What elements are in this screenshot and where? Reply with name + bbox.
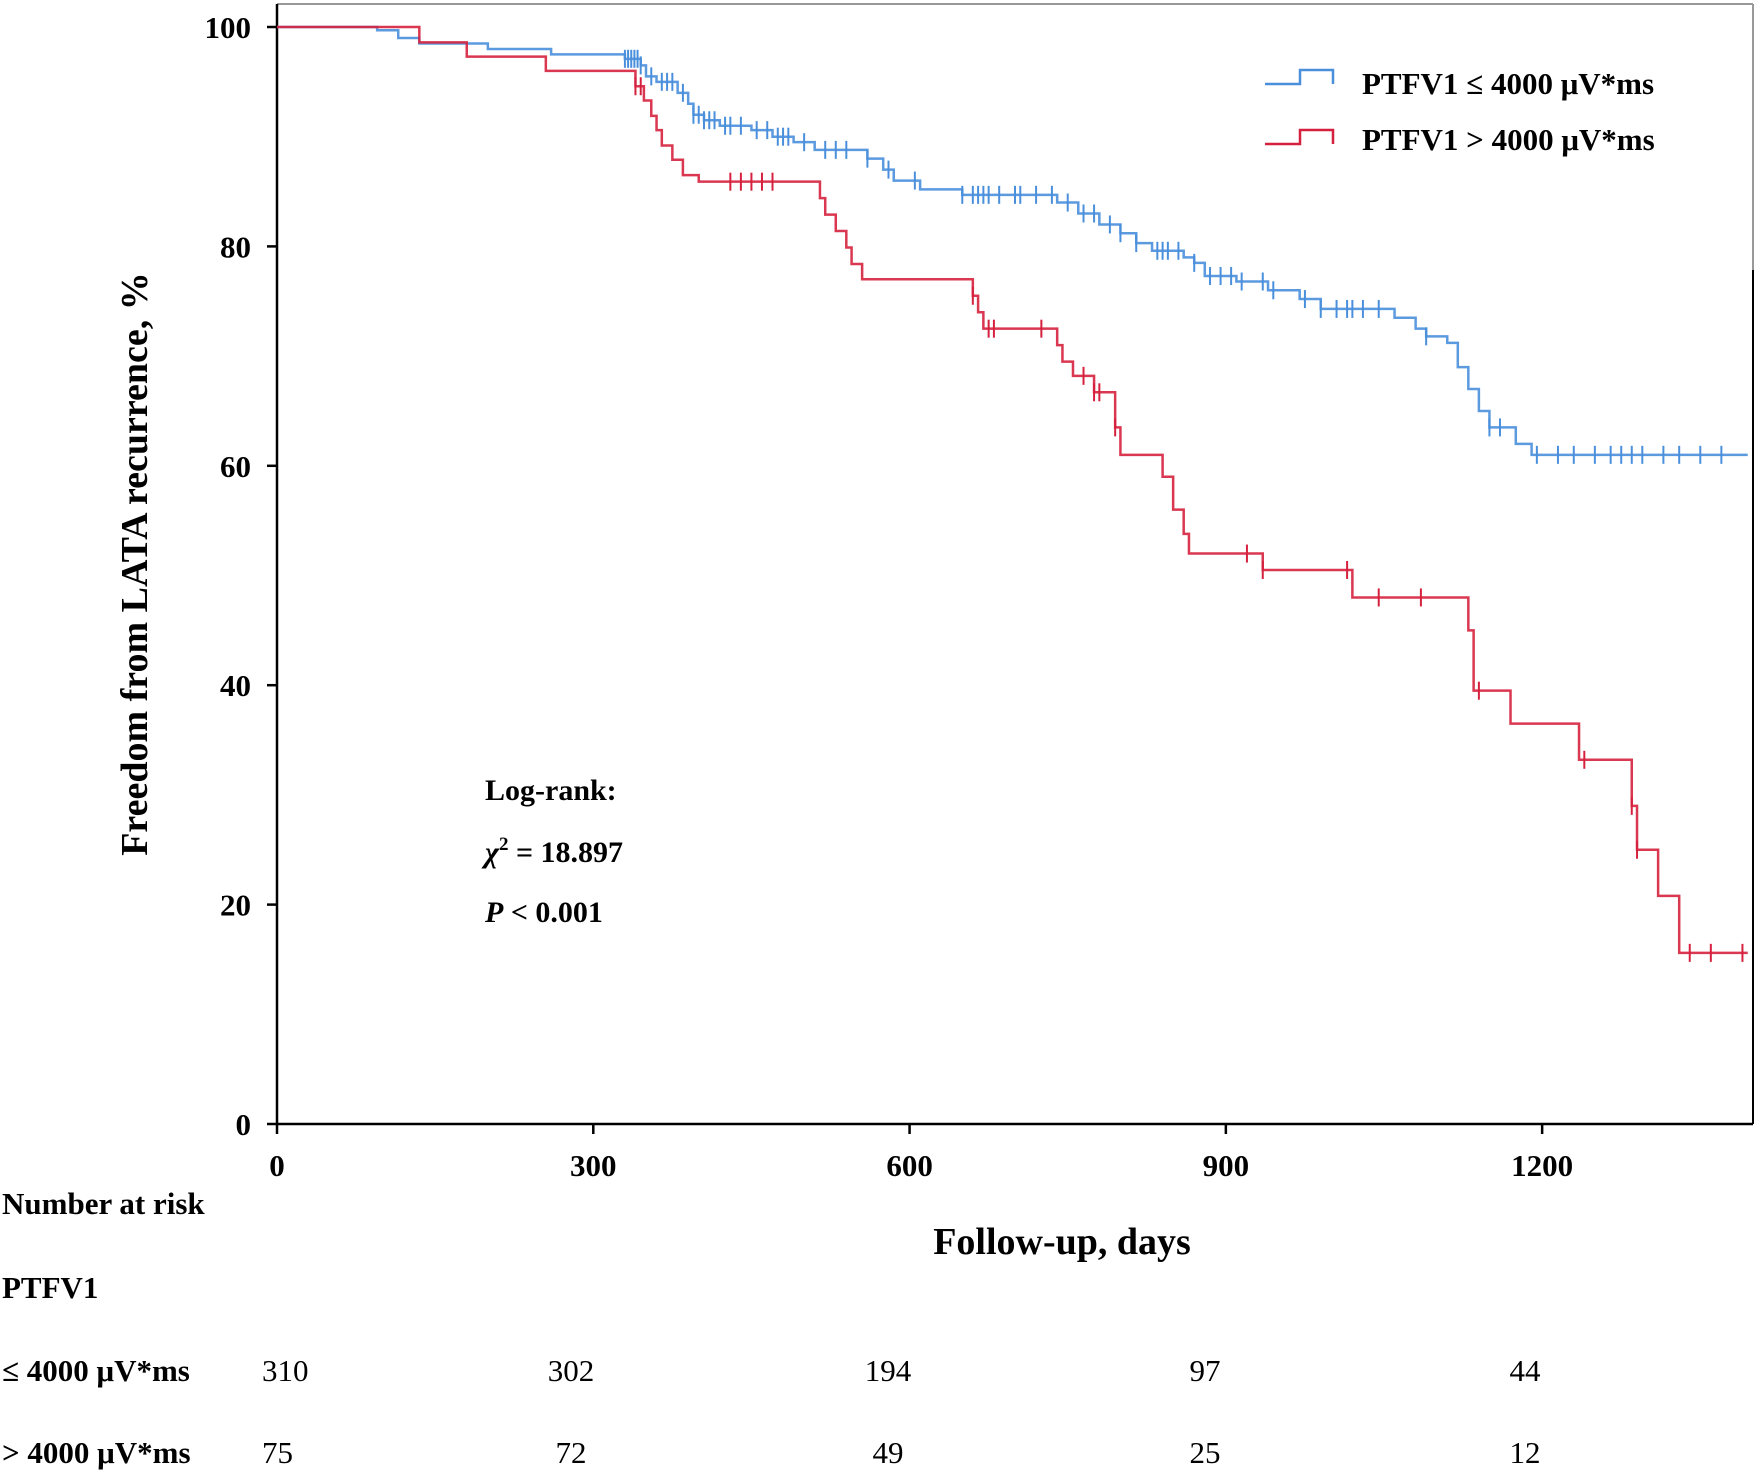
risk-value: 44 [1510,1353,1542,1388]
x-axis-title: Follow-up, days [933,1221,1191,1263]
plot-frame [275,3,1754,1126]
legend-swatch-low [1265,68,1335,86]
risk-row-label-high: > 4000 μV*ms [2,1435,191,1470]
y-axis-ticks: 0 20 40 60 80 100 [205,10,277,1142]
p-symbol: P [484,896,504,929]
risk-value: 49 [873,1435,904,1470]
risk-value: 12 [1510,1435,1541,1470]
p-value: P < 0.001 [484,896,603,929]
risk-value: 72 [556,1435,587,1470]
survival-curves [277,25,1748,962]
y-tick-label: 60 [220,449,251,484]
risk-value: 75 [262,1435,293,1470]
x-tick-label: 300 [570,1148,617,1183]
x-axis-ticks: 0 300 600 900 1200 [269,1124,1573,1183]
chi-square-value: χ2 = 18.897 [481,834,623,869]
survival-curve-high [277,25,1748,955]
logrank-label: Log-rank: [485,774,617,807]
legend: PTFV1 ≤ 4000 μV*ms PTFV1 > 4000 μV*ms [1265,66,1655,157]
logrank-annotation: Log-rank: χ2 = 18.897 P < 0.001 [481,774,623,929]
chi-superscript: 2 [499,834,509,855]
y-axis-title: Freedom from LATA recurrence, % [114,272,156,856]
risk-value: 25 [1190,1435,1221,1470]
y-tick-label: 100 [205,10,252,45]
y-tick-label: 40 [220,668,251,703]
risk-value: 97 [1190,1353,1221,1388]
risk-table-group-label: PTFV1 [2,1270,98,1305]
risk-value: 310 [262,1353,309,1388]
risk-row-label-low: ≤ 4000 μV*ms [2,1353,190,1388]
risk-value: 194 [865,1353,912,1388]
y-tick-label: 20 [220,888,251,923]
x-tick-label: 1200 [1511,1148,1573,1183]
p-rest: < 0.001 [503,896,603,929]
legend-label-low: PTFV1 ≤ 4000 μV*ms [1362,66,1654,101]
legend-swatch-high [1265,128,1335,146]
y-tick-label: 0 [236,1107,252,1142]
risk-table: Number at risk PTFV1 ≤ 4000 μV*ms > 4000… [2,1186,1541,1470]
chi-symbol: χ [481,836,500,869]
chi-rest: = 18.897 [508,836,623,869]
x-tick-label: 600 [886,1148,933,1183]
x-tick-label: 0 [269,1148,285,1183]
legend-label-high: PTFV1 > 4000 μV*ms [1362,122,1655,157]
risk-value: 302 [548,1353,595,1388]
x-tick-label: 900 [1203,1148,1250,1183]
y-tick-label: 80 [220,229,251,264]
risk-table-values: 310 302 194 97 44 75 72 49 25 12 [262,1353,1541,1470]
risk-table-title: Number at risk [2,1186,205,1221]
